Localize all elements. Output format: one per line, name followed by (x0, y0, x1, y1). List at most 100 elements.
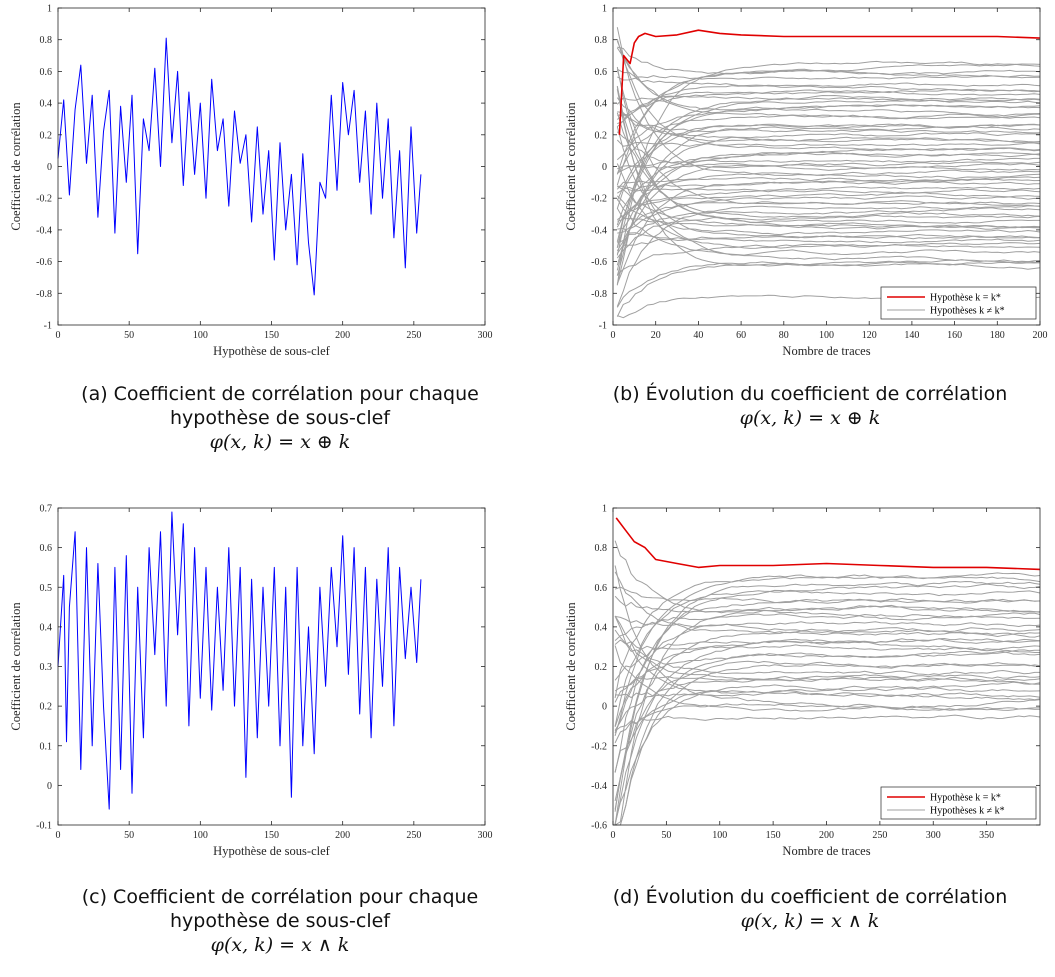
x-axis-label: Nombre de traces (782, 844, 870, 858)
x-tick-label: 0 (56, 830, 61, 841)
wrong-hypothesis-line (617, 91, 1041, 125)
x-tick-label: 0 (611, 330, 616, 341)
caption-a-formula: φ(x, k) = x ⊕ k (209, 431, 351, 453)
wrong-hypothesis-line (616, 95, 1041, 248)
x-tick-label: 40 (693, 330, 703, 341)
wrong-hypothesis-line (614, 639, 1041, 652)
x-tick-label: 0 (56, 330, 61, 341)
y-tick-label: -0.4 (36, 225, 52, 236)
wrong-hypothesis-line (614, 605, 1041, 826)
x-tick-label: 200 (335, 330, 350, 341)
caption-c: (c) Coefficient de corrélation pour chaq… (40, 885, 520, 957)
caption-d-formula: φ(x, k) = x ∧ k (740, 910, 880, 932)
y-axis-label: Coefficient de corrélation (564, 602, 578, 731)
wrong-hypothesis-line (614, 597, 1041, 773)
wrong-hypothesis-line (617, 46, 1041, 75)
wrong-hypothesis-line (616, 207, 1041, 252)
y-tick-label: 0.8 (40, 35, 53, 46)
wrong-hypothesis-line (614, 612, 1041, 641)
wrong-hypothesis-line (616, 60, 1041, 286)
x-tick-label: 350 (979, 830, 994, 841)
x-tick-label: 80 (779, 330, 789, 341)
y-tick-label: 1 (47, 4, 52, 15)
caption-a: (a) Coefficient de corrélation pour chaq… (40, 382, 520, 454)
wrong-hypothesis-line (614, 699, 1041, 744)
legend-label: Hypothèses k ≠ k* (930, 806, 1005, 817)
wrong-hypothesis-line (614, 638, 1041, 826)
wrong-hypothesis-line (616, 47, 1041, 117)
legend-label: Hypothèse k = k* (930, 793, 1001, 804)
correct-hypothesis-line (615, 517, 1041, 571)
wrong-hypothesis-line (616, 82, 1041, 128)
wrong-hypothesis-line (616, 139, 1041, 147)
y-axis-label: Coefficient de corrélation (9, 102, 23, 231)
y-tick-label: -0.1 (36, 821, 52, 832)
y-axis-label: Coefficient de corrélation (564, 102, 578, 231)
x-axis-label: Hypothèse de sous-clef (213, 844, 330, 858)
x-tick-label: 300 (478, 330, 493, 341)
y-tick-label: -0.2 (591, 741, 607, 752)
wrong-hypothesis-line (616, 95, 1041, 105)
wrong-hypothesis-line (616, 126, 1041, 239)
x-tick-label: 100 (712, 830, 727, 841)
wrong-hypothesis-line (616, 131, 1041, 171)
wrong-hypothesis-line (614, 615, 1041, 685)
y-tick-label: 0.7 (40, 504, 53, 515)
wrong-hypothesis-line (617, 180, 1040, 194)
y-tick-label: -0.8 (36, 289, 52, 300)
caption-b-formula: φ(x, k) = x ⊕ k (739, 407, 881, 429)
wrong-hypothesis-line (617, 68, 1041, 80)
y-tick-label: -0.6 (591, 257, 607, 268)
wrong-hypothesis-line (616, 66, 1040, 229)
wrong-hypothesis-line (614, 674, 1041, 731)
y-tick-label: 0.6 (40, 543, 53, 554)
y-tick-label: 0.1 (40, 741, 53, 752)
wrong-hypothesis-line (615, 662, 1041, 826)
y-tick-label: 0.4 (595, 99, 608, 110)
x-tick-label: 200 (335, 830, 350, 841)
x-tick-label: 200 (1033, 330, 1048, 341)
legend-label: Hypothèses k ≠ k* (930, 306, 1005, 317)
caption-a-line2: hypothèse de sous-clef (170, 407, 390, 429)
y-axis-label: Coefficient de corrélation (9, 602, 23, 731)
y-tick-label: 0.6 (595, 583, 608, 594)
wrong-hypothesis-line (616, 69, 1041, 205)
caption-d-line1: (d) Évolution du coefficient de corrélat… (612, 886, 1008, 908)
chart-a: 0 50 100 150 200 250 300 -1 -0.8 -0.6 -0.4 -0.2 0 0.2… (9, 4, 493, 359)
chart-d: 0 50 100 150 200 250 300 350 -0.6 -0.4 -0.2 0 0.2 0.4… (564, 504, 1041, 858)
wrong-hypothesis-line (617, 185, 1041, 194)
x-tick-label: 100 (819, 330, 834, 341)
caption-d: (d) Évolution du coefficient de corrélat… (570, 885, 1050, 933)
y-tick-label: -0.6 (591, 821, 607, 832)
x-tick-label: 50 (661, 830, 671, 841)
wrong-hypothesis-line (616, 40, 1040, 120)
legend-box (880, 786, 1037, 820)
y-tick-label: 0 (47, 162, 52, 173)
legend: Hypothèse k = k* Hypothèses k ≠ k* (880, 286, 1037, 320)
caption-b-line1: (b) Évolution du coefficient de corrélat… (612, 383, 1008, 405)
y-tick-label: 0.2 (40, 702, 53, 713)
wrong-hypothesis-line (617, 163, 1041, 170)
wrong-hypothesis-line (616, 97, 1041, 144)
y-tick-label: 0.2 (40, 130, 53, 141)
x-tick-label: 140 (904, 330, 919, 341)
legend-label: Hypothèse k = k* (930, 293, 1001, 304)
x-tick-label: 150 (264, 830, 279, 841)
wrong-hypothesis-line (616, 104, 1041, 161)
plot-frame (57, 7, 486, 326)
plot-frame (57, 507, 486, 826)
y-tick-label: 0.8 (595, 543, 608, 554)
wrong-hypothesis-line (614, 681, 1041, 824)
correlation-line (57, 511, 422, 810)
caption-c-line1: (c) Coefficient de corrélation pour chaq… (81, 886, 479, 908)
wrong-hypothesis-line (617, 186, 1041, 221)
wrong-hypothesis-line (617, 192, 1041, 222)
wrong-hypothesis-line (616, 214, 1041, 259)
y-tick-label: 0.4 (40, 99, 53, 110)
wrong-hypothesis-line (617, 157, 1040, 174)
wrong-hypothesis-line (614, 621, 1041, 734)
wrong-hypothesis-line (614, 675, 1041, 692)
wrong-hypothesis-line (616, 152, 1041, 248)
wrong-hypothesis-line (614, 660, 1041, 802)
caption-c-formula: φ(x, k) = x ∧ k (210, 934, 350, 956)
